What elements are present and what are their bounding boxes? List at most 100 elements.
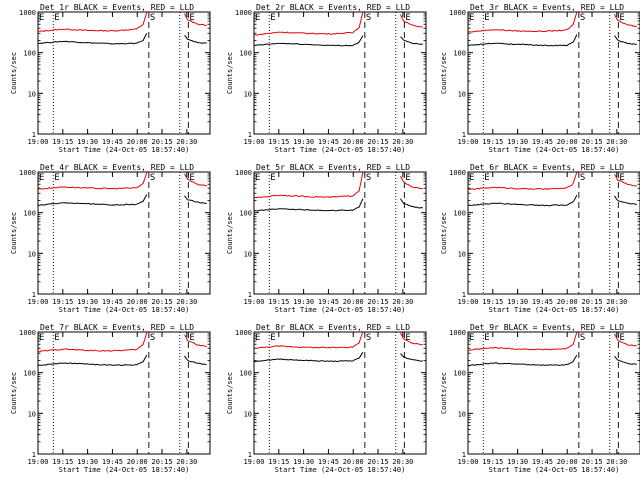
x-tick-label: 19:45 [102,298,123,306]
marker-label: E [619,173,624,183]
series-lld-line [467,11,578,33]
x-tick-label: 19:15 [268,138,289,146]
x-axis-label: Start Time (24-Oct-05 18:57:40) [489,466,620,474]
x-tick-label: 20:30 [176,138,197,146]
series-events-line [467,194,578,207]
x-tick-label: 19:00 [243,458,264,466]
marker-label: E [469,173,474,183]
marker-label: E [270,13,275,23]
marker-label: E [469,333,474,343]
x-axis-label: Start Time (24-Oct-05 18:57:40) [59,306,190,314]
series-lld-line-after [614,13,637,27]
marker-label: E [189,333,194,343]
panel-title: Det 9r BLACK = Events, RED = LLD [470,323,624,332]
x-tick-label: 19:15 [268,458,289,466]
x-tick-label: 20:30 [392,458,413,466]
x-tick-label: 19:00 [457,298,478,306]
y-tick-label: 100 [239,370,252,378]
marker-label: E [469,13,474,23]
marker-label: S [366,333,371,343]
marker-label: E [189,173,194,183]
y-axis-label: Counts/sec [440,372,448,414]
panel-9: Det 9r BLACK = Events, RED = LLD 1 10 100 10… [440,323,640,474]
y-tick-label: 1 [248,291,252,299]
x-tick-label: 20:00 [557,298,578,306]
series-lld-line [37,331,148,353]
series-events-line [468,34,578,47]
y-tick-label: 10 [28,250,36,258]
y-tick-label: 1 [462,131,466,139]
marker-label: E [405,333,410,343]
series-events-line [253,35,364,47]
panel-8: Det 8r BLACK = Events, RED = LLD 1 10 100 10… [226,323,427,474]
y-tick-label: 100 [23,210,36,218]
marker-label: S [580,333,585,343]
plot-frame [253,11,427,135]
x-tick-label: 19:45 [102,138,123,146]
y-tick-label: 1 [462,451,466,459]
marker-label: E [39,13,44,23]
series-lld-line [38,11,148,32]
panel-5: Det 5r BLACK = Events, RED = LLD 1 10 100 10… [226,163,427,314]
series-lld-line-after [400,332,423,346]
marker-label: E [54,333,59,343]
series-events-line [37,194,148,206]
y-tick-label: 1 [462,291,466,299]
series-lld-line [253,331,364,349]
y-axis-label: Counts/sec [10,52,18,94]
panel-title: Det 3r BLACK = Events, RED = LLD [470,3,624,12]
x-axis-label: Start Time (24-Oct-05 18:57:40) [489,306,620,314]
panel-title: Det 2r BLACK = Events, RED = LLD [256,3,410,12]
y-tick-label: 1 [32,131,36,139]
x-axis-label: Start Time (24-Oct-05 18:57:40) [489,146,620,154]
x-tick-label: 19:30 [77,298,98,306]
x-tick-label: 20:15 [581,458,602,466]
x-tick-label: 19:30 [507,138,528,146]
series-events-line [37,354,148,367]
x-axis-label: Start Time (24-Oct-05 18:57:40) [59,146,190,154]
y-tick-label: 10 [244,250,252,258]
x-tick-label: 19:15 [268,298,289,306]
plot-frame [467,331,640,455]
x-tick-label: 20:30 [392,138,413,146]
plot-frame [467,11,640,135]
x-tick-label: 19:30 [77,138,98,146]
x-tick-label: 20:00 [127,138,148,146]
panel-title: Det 7r BLACK = Events, RED = LLD [40,323,194,332]
series-events-line-after [614,195,637,205]
series-events-line-after [184,35,207,44]
series-events-line-after [614,355,637,365]
series-events-line-after [400,198,423,209]
x-tick-label: 19:15 [482,138,503,146]
plot-frame [37,11,211,135]
marker-label: E [619,13,624,23]
y-axis-label: Counts/sec [226,372,234,414]
marker-label: E [405,13,410,23]
series-events-line [253,198,364,212]
x-tick-label: 19:45 [532,458,553,466]
panel-title: Det 4r BLACK = Events, RED = LLD [40,163,194,172]
y-tick-label: 1000 [19,169,36,177]
marker-label: S [150,173,155,183]
x-tick-label: 19:45 [318,298,339,306]
marker-label: E [484,13,489,23]
x-tick-label: 19:15 [482,298,503,306]
x-tick-label: 20:30 [606,458,627,466]
series-lld-line [467,171,578,191]
series-events-line [467,354,578,367]
x-tick-label: 19:00 [457,138,478,146]
series-events-line-after [184,195,207,204]
marker-label: E [405,173,410,183]
y-tick-label: 10 [28,90,36,98]
marker-label: E [255,173,260,183]
series-lld-line [467,331,578,351]
series-events-line-after [400,353,423,362]
plot-frame [253,171,427,295]
series-lld-line [253,11,364,36]
y-tick-label: 1000 [235,9,252,17]
marker-label: E [484,333,489,343]
x-tick-label: 19:30 [293,458,314,466]
x-tick-label: 20:15 [151,298,172,306]
series-events-line-after [184,355,207,365]
